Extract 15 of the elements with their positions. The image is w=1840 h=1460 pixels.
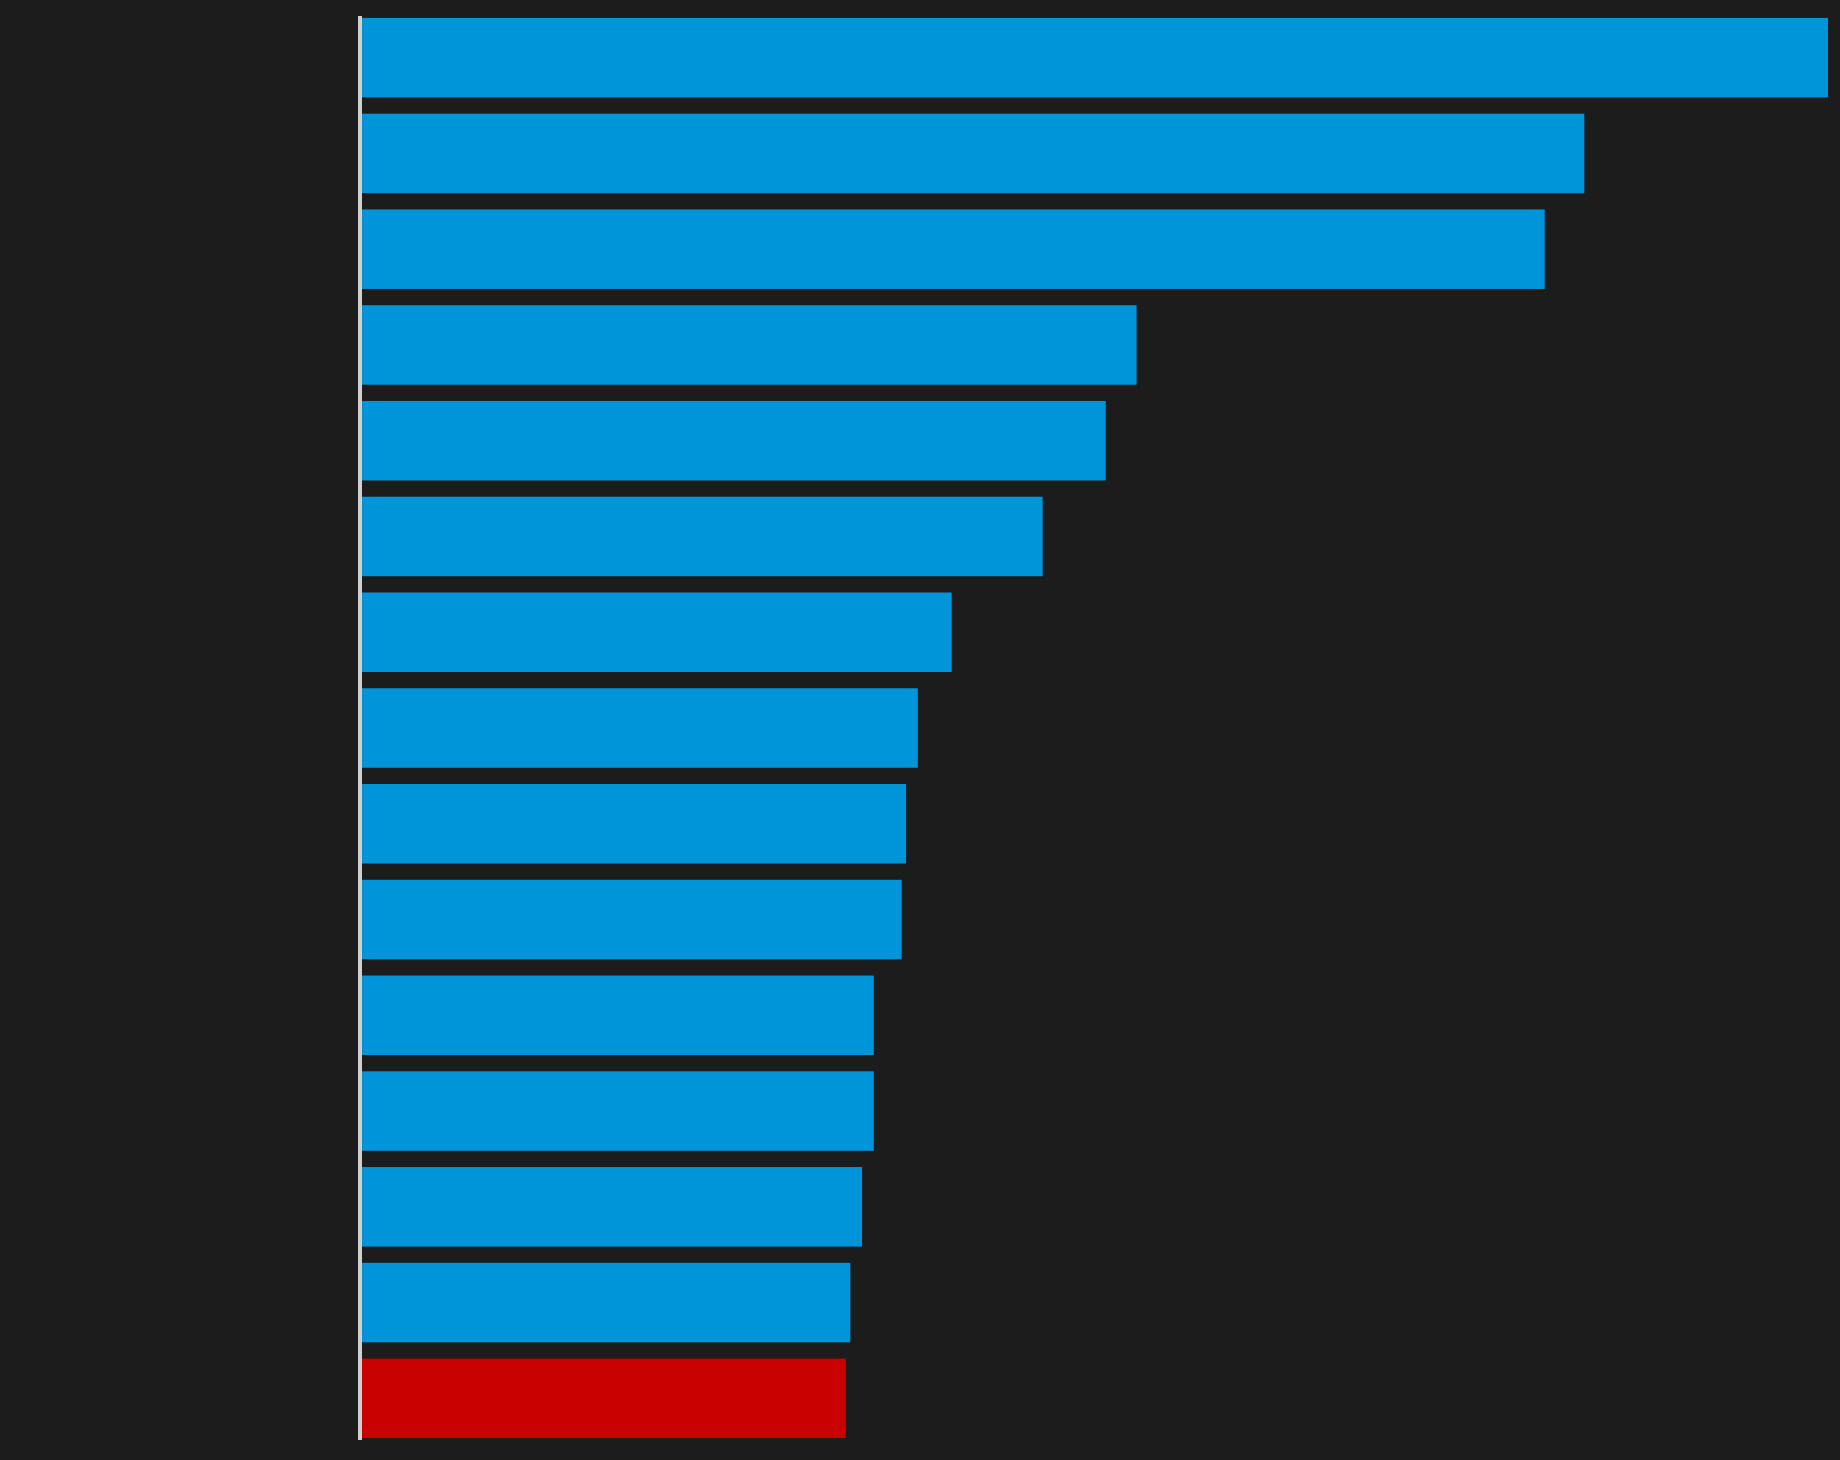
bar: [360, 592, 952, 672]
bar: [360, 113, 1585, 194]
bar: [360, 305, 1137, 385]
bar: [360, 17, 1828, 98]
bar: [360, 1262, 851, 1343]
bar: [360, 975, 874, 1056]
bar: [360, 688, 918, 768]
bar: [360, 400, 1106, 481]
bar: [360, 1358, 846, 1439]
bar: [360, 784, 907, 864]
bar: [360, 1167, 863, 1247]
bar: [360, 879, 902, 960]
bar: [360, 209, 1545, 289]
bar: [360, 496, 1043, 577]
bar: [360, 1071, 874, 1151]
